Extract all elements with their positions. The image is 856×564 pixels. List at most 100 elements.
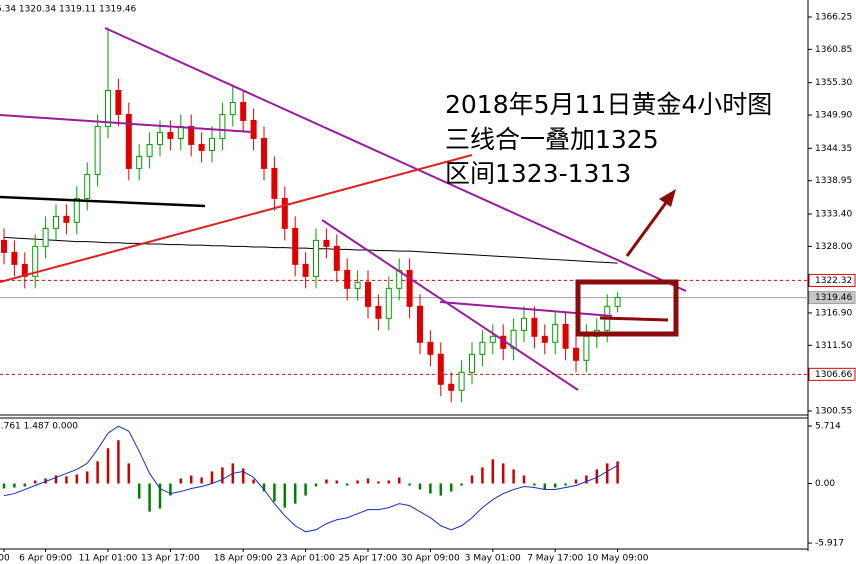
candle-body — [583, 335, 590, 361]
candle-body — [323, 239, 330, 247]
candle-body — [219, 113, 226, 139]
candle-body — [115, 89, 122, 115]
trend-line — [104, 27, 687, 292]
x-tick-label: 23 Apr 01:00 — [276, 554, 335, 564]
x-tick-label: 11 Apr 01:00 — [79, 554, 138, 564]
candle-body — [240, 101, 247, 121]
candle-body — [313, 239, 319, 277]
candle-body — [458, 371, 465, 391]
candle-body — [1, 239, 7, 253]
price-label-box — [808, 367, 856, 381]
y-tick-label: 1311.50 — [815, 341, 852, 351]
candle-body — [344, 269, 351, 289]
candle-body — [209, 137, 215, 151]
candle-body — [302, 263, 309, 277]
trend-line — [0, 195, 206, 208]
x-tick-label: 13 Apr 17:00 — [141, 554, 200, 564]
y-tick-label: 1333.40 — [815, 209, 852, 219]
candle-body — [261, 137, 267, 169]
candle-body — [333, 245, 340, 271]
candle-body — [167, 131, 174, 139]
candle-body — [32, 245, 39, 277]
trend-line — [439, 301, 613, 317]
candle-body — [73, 197, 80, 223]
price-label: 1322.32 — [815, 276, 852, 286]
macd-line — [3, 425, 618, 533]
candle-body — [136, 155, 143, 169]
candle-body — [42, 227, 49, 247]
y-tick-label: 1300.55 — [815, 406, 852, 416]
candle-body — [292, 227, 299, 265]
candle-body — [271, 167, 278, 199]
candle-body — [479, 341, 486, 355]
trend-line — [0, 154, 473, 283]
price-label-box — [808, 273, 856, 287]
arrow — [625, 199, 670, 257]
candle-body — [406, 269, 413, 307]
y-tick-label: 1355.30 — [815, 78, 852, 88]
x-tick-label: 7 May 17:00 — [527, 554, 583, 564]
candle-body — [53, 215, 59, 229]
price-label-box — [808, 291, 856, 305]
candle-body — [105, 89, 111, 127]
marks: 1366.25 1360.85 1355.30 1349.90 1344.35 1338.… — [0, 12, 856, 564]
arrow-head — [659, 189, 676, 207]
candle-body — [63, 215, 70, 223]
x-tick-label: 00 — [0, 554, 10, 564]
candle-body — [427, 341, 434, 355]
price-label: 1319.46 — [815, 293, 852, 303]
candle-body — [521, 317, 527, 331]
candle-body — [84, 173, 91, 199]
candle-body — [146, 143, 153, 157]
y-tick-label: 1349.90 — [815, 111, 852, 121]
trend-line — [0, 114, 253, 133]
candle-body — [552, 323, 559, 343]
y-tick-label: 1338.95 — [815, 176, 852, 186]
x-tick-label: 25 Apr 17:00 — [339, 554, 398, 564]
candle-body — [562, 323, 569, 349]
y-tick-label: -5.917 — [815, 539, 844, 549]
y-tick-label: 1344.35 — [815, 144, 852, 154]
annotation: 2018年5月11日黄金4小时图 — [445, 90, 772, 119]
x-tick-label: 3 May 01:00 — [465, 554, 521, 564]
candle-body — [437, 353, 444, 385]
level-line — [599, 316, 669, 322]
candle-body — [469, 353, 475, 373]
price-label: 1306.66 — [815, 370, 852, 380]
candle-body — [375, 305, 382, 319]
candle-body — [385, 287, 392, 319]
y-tick-label: 1316.90 — [815, 308, 852, 318]
candle-body — [188, 125, 195, 145]
annotation: 三线合一叠加1325 — [445, 125, 659, 154]
candle-body — [157, 131, 163, 145]
candle-body — [614, 297, 621, 307]
candle-body — [489, 335, 496, 343]
candle-body — [125, 113, 132, 169]
y-tick-label: 5.714 — [815, 422, 841, 432]
candle-body — [573, 347, 579, 361]
candle-body — [11, 251, 18, 265]
y-tick-label: 1366.25 — [815, 12, 852, 22]
y-tick-label: 1328.00 — [815, 242, 852, 252]
x-tick-label: 6 Apr 09:00 — [19, 554, 72, 564]
candle-body — [229, 101, 236, 115]
price-header: 5.34 1320.34 1319.11 1319.46 — [0, 5, 137, 15]
trend-line — [321, 219, 579, 391]
macd-header: 0.761 1.487 0.000 — [0, 422, 78, 432]
moving-average — [3, 236, 618, 264]
annotation: 区间1323-1313 — [445, 159, 631, 188]
candle-body — [365, 281, 371, 307]
x-tick-label: 10 May 09:00 — [587, 554, 649, 564]
candle-body — [417, 305, 423, 343]
candle-body — [541, 335, 548, 343]
x-tick-label: 30 Apr 09:00 — [401, 554, 460, 564]
candle-body — [281, 197, 288, 229]
candle-body — [531, 317, 538, 337]
candle-body — [250, 119, 257, 139]
candle-body — [198, 143, 205, 151]
y-tick-label: 0.00 — [815, 479, 835, 489]
x-tick-label: 18 Apr 09:00 — [214, 554, 273, 564]
candle-body — [94, 125, 101, 175]
